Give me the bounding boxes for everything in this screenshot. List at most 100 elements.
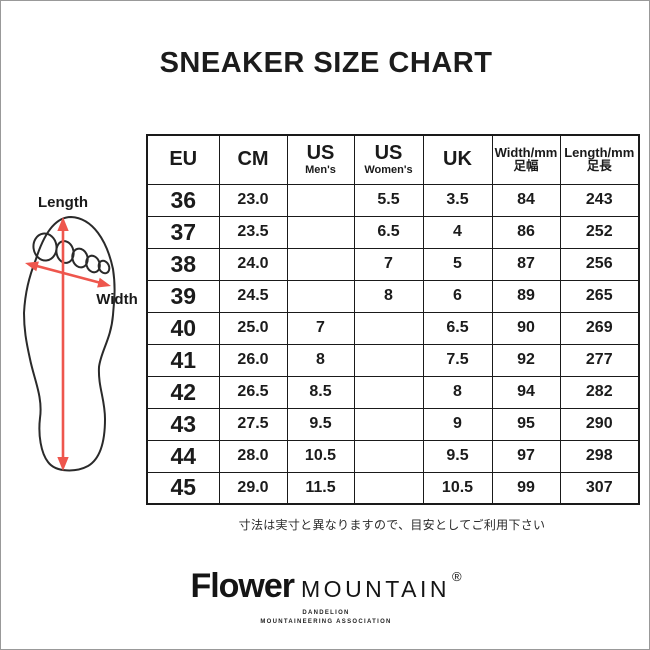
size-row-38: 38 24.0 7 5 87 256: [146, 247, 640, 281]
size-value-cell: 10.5: [286, 439, 355, 473]
size-value-cell: 8: [286, 343, 355, 377]
brand-name-mountain: MOUNTAIN: [301, 576, 450, 602]
size-value-cell: [286, 215, 355, 249]
column-header-eu: EU: [146, 134, 220, 185]
size-value-cell: 26.0: [218, 343, 288, 377]
eu-size-cell: 45: [146, 471, 220, 505]
size-value-cell: [353, 471, 424, 505]
registered-trademark-icon: ®: [451, 569, 462, 584]
size-value-cell: 290: [559, 407, 640, 441]
size-row-44: 44 28.0 10.5 9.5 97 298: [146, 439, 640, 473]
size-value-cell: 29.0: [218, 471, 288, 505]
size-value-cell: 10.5: [422, 471, 493, 505]
size-value-cell: 265: [559, 279, 640, 313]
size-value-cell: 243: [559, 183, 640, 217]
size-value-cell: [353, 375, 424, 409]
brand-tagline-line2: MOUNTAINEERING ASSOCIATION: [260, 618, 392, 625]
column-header-length-mm: Length/mm 足長: [559, 134, 640, 185]
size-value-cell: 97: [491, 439, 561, 473]
column-header-uk: UK: [422, 134, 493, 185]
column-header-width-mm: Width/mm 足幅: [491, 134, 561, 185]
column-header-us-men-s: US Men's: [286, 134, 355, 185]
size-value-cell: 307: [559, 471, 640, 505]
eu-size-cell: 42: [146, 375, 220, 409]
width-arrowhead-right: [97, 277, 111, 288]
column-header-cm: CM: [218, 134, 288, 185]
eu-size-cell: 41: [146, 343, 220, 377]
size-value-cell: [286, 247, 355, 281]
size-value-cell: [353, 343, 424, 377]
size-row-36: 36 23.0 5.5 3.5 84 243: [146, 183, 640, 217]
page-title: SNEAKER SIZE CHART: [159, 47, 493, 79]
size-value-cell: 7.5: [422, 343, 493, 377]
size-value-cell: 86: [491, 215, 561, 249]
brand-logo-line: Flower MOUNTAIN ®: [190, 567, 461, 606]
size-value-cell: 282: [559, 375, 640, 409]
size-value-cell: 87: [491, 247, 561, 281]
brand-tagline-line1: DANDELION: [302, 610, 350, 616]
size-value-cell: 24.5: [218, 279, 288, 313]
eu-size-cell: 43: [146, 407, 220, 441]
foot-measurement-diagram: Length Width: [22, 194, 138, 472]
size-value-cell: 3.5: [422, 183, 493, 217]
size-value-cell: 9.5: [286, 407, 355, 441]
size-row-41: 41 26.0 8 7.5 92 277: [146, 343, 640, 377]
size-value-cell: 90: [491, 311, 561, 345]
size-value-cell: 4: [422, 215, 493, 249]
size-value-cell: 24.0: [218, 247, 288, 281]
size-value-cell: 95: [491, 407, 561, 441]
size-value-cell: 298: [559, 439, 640, 473]
eu-size-cell: 39: [146, 279, 220, 313]
size-value-cell: 92: [491, 343, 561, 377]
size-value-cell: 99: [491, 471, 561, 505]
size-value-cell: 27.5: [218, 407, 288, 441]
size-value-cell: 277: [559, 343, 640, 377]
size-value-cell: 26.5: [218, 375, 288, 409]
width-label: Width: [96, 291, 138, 308]
size-value-cell: 9: [422, 407, 493, 441]
toe-circle-5: [97, 259, 111, 275]
toe-circle-3: [71, 247, 89, 269]
size-table: EU CM US Men's US Women's UK Width/mm 足幅 Length/m…: [146, 134, 640, 505]
size-value-cell: [286, 279, 355, 313]
size-value-cell: 5.5: [353, 183, 424, 217]
size-value-cell: 8: [353, 279, 424, 313]
size-row-43: 43 27.5 9.5 9 95 290: [146, 407, 640, 441]
column-header-us-women-s: US Women's: [353, 134, 424, 185]
size-table-header-row: EU CM US Men's US Women's UK Width/mm 足幅 Length/m…: [146, 134, 640, 185]
size-value-cell: 256: [559, 247, 640, 281]
size-row-40: 40 25.0 7 6.5 90 269: [146, 311, 640, 345]
foot-outline: [22, 215, 116, 472]
length-arrowhead-bottom: [57, 457, 69, 471]
size-value-cell: 28.0: [218, 439, 288, 473]
size-value-cell: 23.0: [218, 183, 288, 217]
eu-size-cell: 44: [146, 439, 220, 473]
measurement-note: 寸法は実寸と異なりますので、目安としてご利用下さい: [238, 518, 546, 532]
size-value-cell: [353, 311, 424, 345]
size-value-cell: 23.5: [218, 215, 288, 249]
size-value-cell: 6: [422, 279, 493, 313]
brand-logo: Flower MOUNTAIN ® DANDELION MOUNTAINEERI…: [1, 567, 649, 626]
size-value-cell: 8: [422, 375, 493, 409]
size-value-cell: 25.0: [218, 311, 288, 345]
size-value-cell: 6.5: [353, 215, 424, 249]
size-value-cell: 9.5: [422, 439, 493, 473]
size-value-cell: 94: [491, 375, 561, 409]
size-value-cell: 7: [353, 247, 424, 281]
toe-circle-big: [32, 232, 58, 262]
size-row-45: 45 29.0 11.5 10.5 99 307: [146, 471, 640, 505]
eu-size-cell: 40: [146, 311, 220, 345]
size-value-cell: [286, 183, 355, 217]
size-value-cell: 6.5: [422, 311, 493, 345]
brand-name-flower: Flower: [190, 567, 295, 605]
eu-size-cell: 37: [146, 215, 220, 249]
length-label: Length: [38, 194, 88, 211]
size-value-cell: [353, 407, 424, 441]
width-arrow: [34, 264, 102, 285]
size-row-37: 37 23.5 6.5 4 86 252: [146, 215, 640, 249]
size-value-cell: 252: [559, 215, 640, 249]
width-arrowhead-left: [25, 261, 39, 272]
size-row-42: 42 26.5 8.5 8 94 282: [146, 375, 640, 409]
size-value-cell: 8.5: [286, 375, 355, 409]
